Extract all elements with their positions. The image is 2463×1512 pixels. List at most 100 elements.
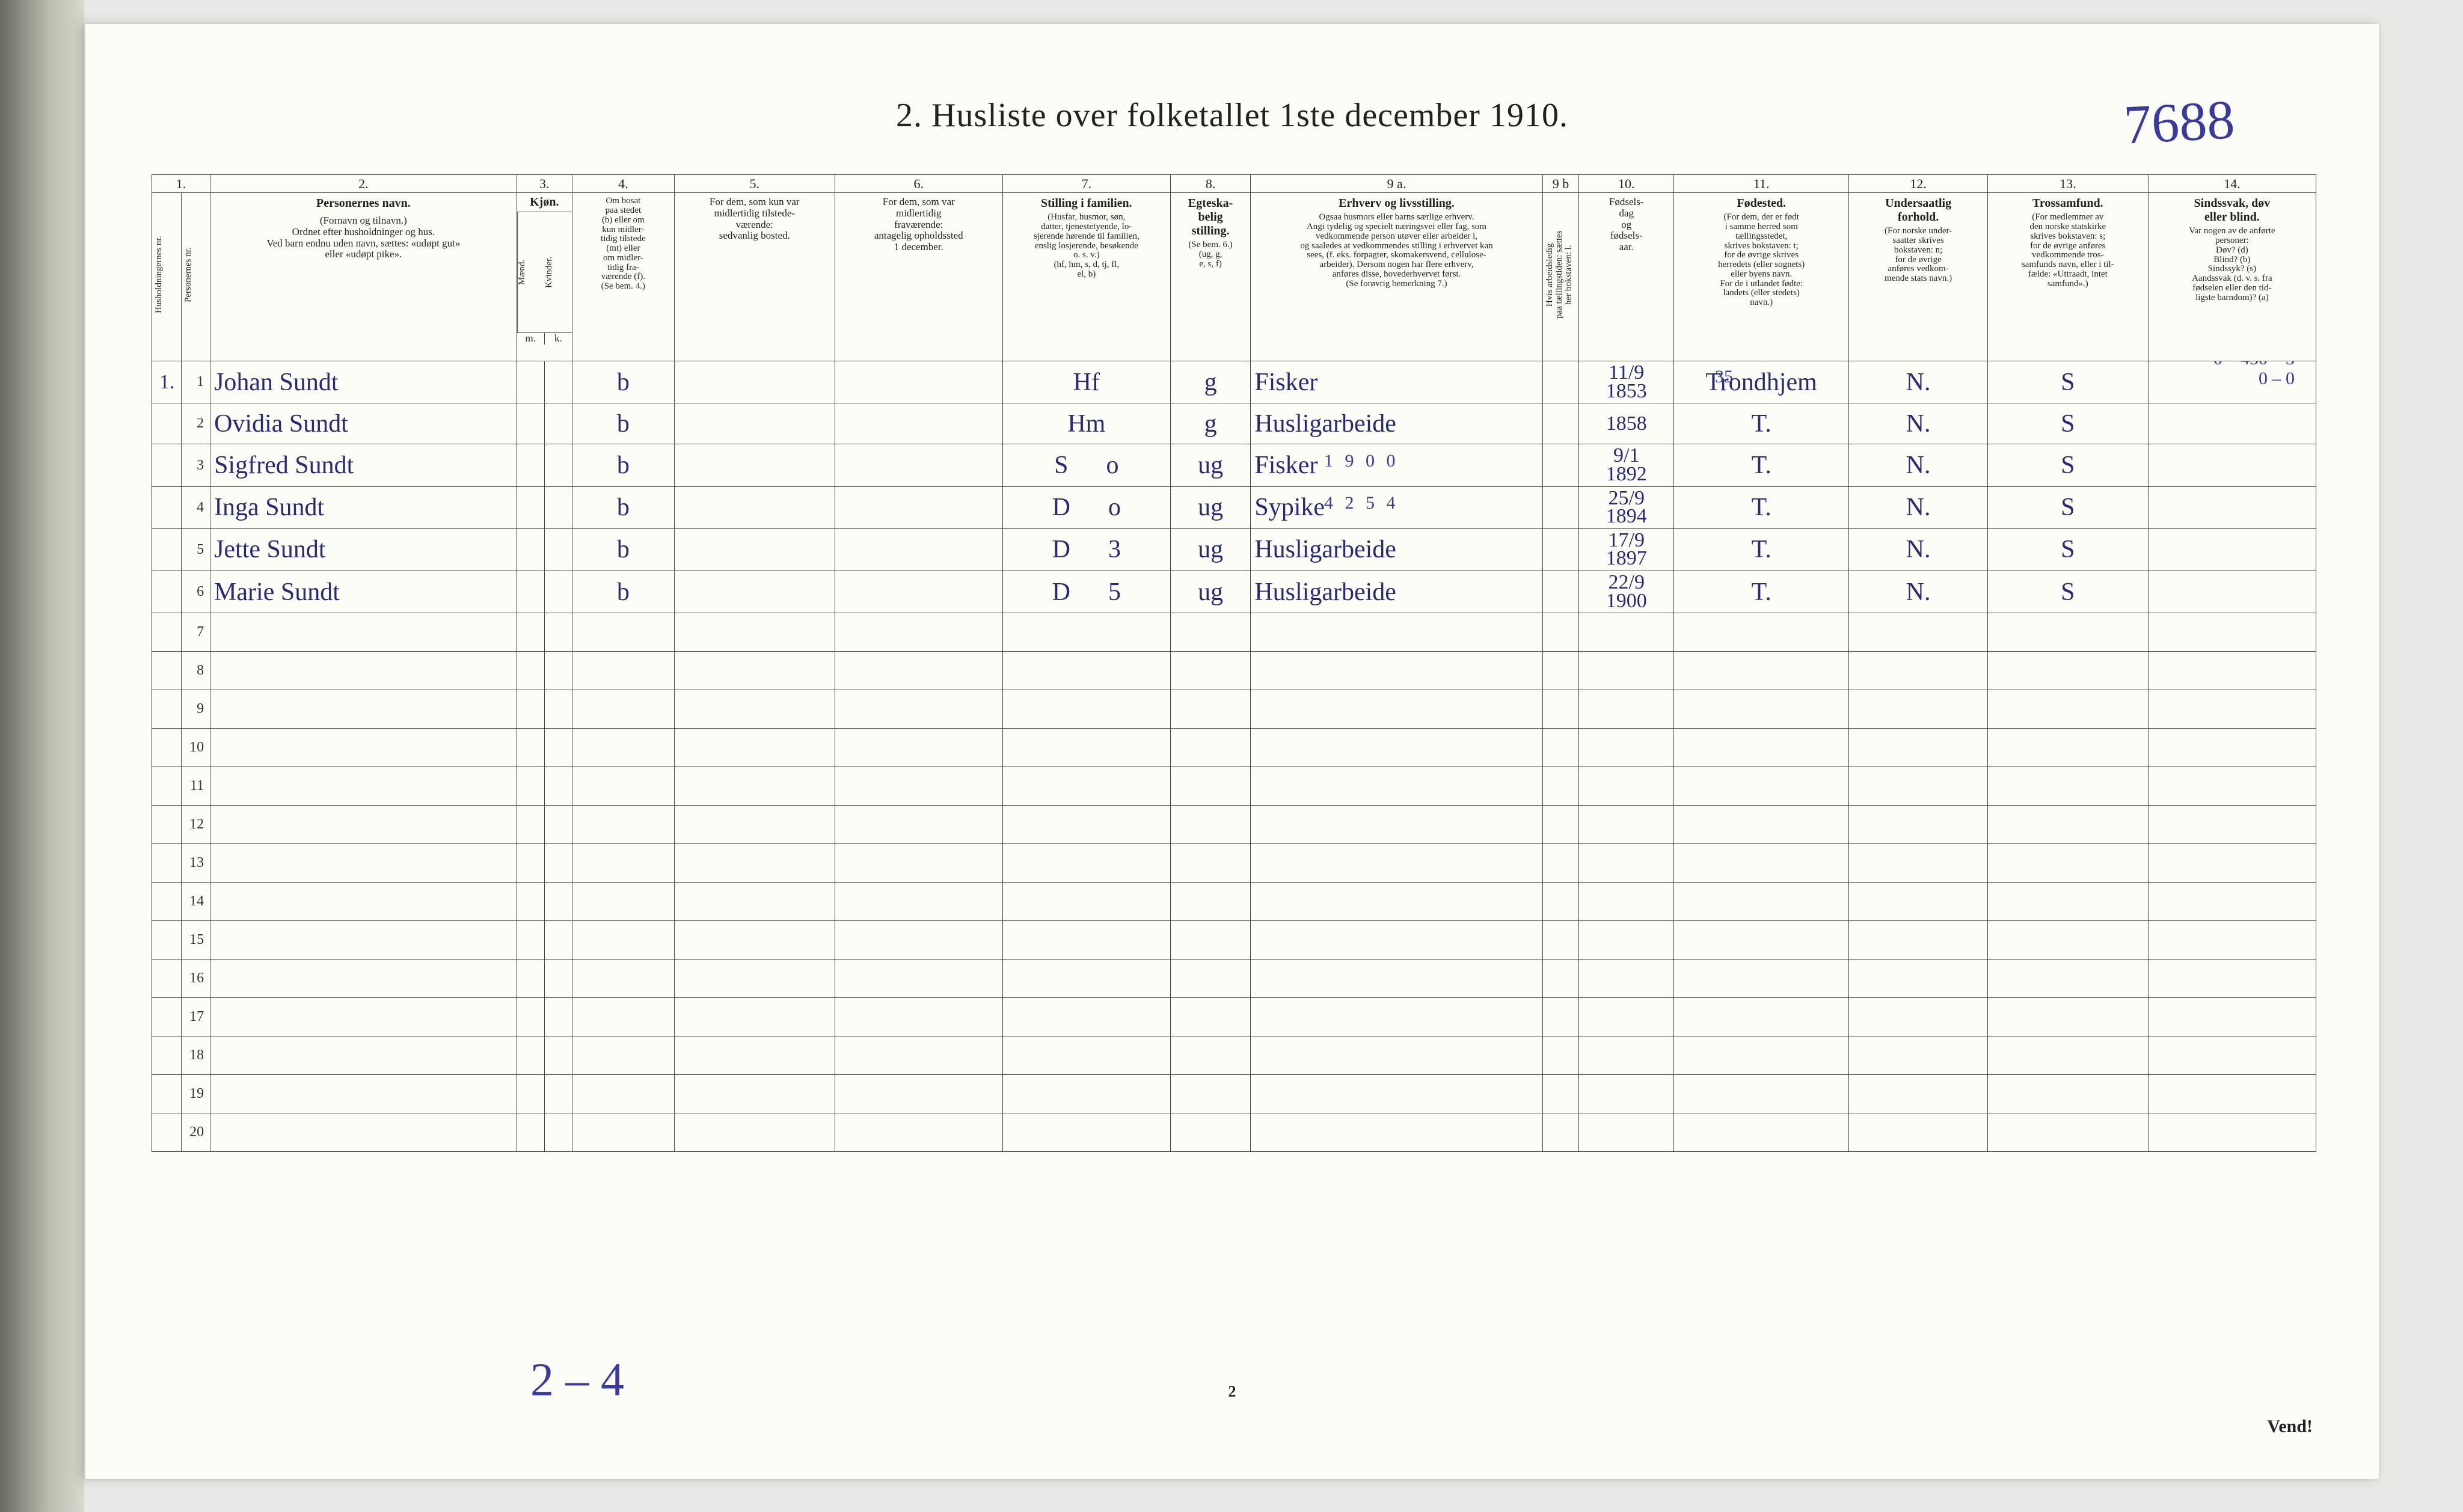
cell-kjon-m <box>517 729 544 767</box>
cell-kjon-m <box>517 998 544 1036</box>
cell-stilling: D 5 <box>1002 571 1170 613</box>
cell-sedvanlig-bosted <box>674 921 835 960</box>
cell-fodested <box>1674 883 1849 921</box>
cell-sindssvak <box>2148 729 2316 767</box>
cell-person-nr: 2 <box>181 403 210 444</box>
census-page: 2. Husliste over folketallet 1ste decemb… <box>84 24 2379 1479</box>
cell-erhverv <box>1251 844 1542 883</box>
cell-sedvanlig-bosted <box>674 403 835 444</box>
cell-kjon-m <box>517 844 544 883</box>
cell-person-nr: 12 <box>181 806 210 844</box>
cell-undersaatlig <box>1849 921 1988 960</box>
cell-egteskab: ug <box>1170 571 1250 613</box>
cell-hh-nr: 1. <box>152 361 182 403</box>
cell-fodested <box>1674 1036 1849 1075</box>
cell-bosat <box>572 998 674 1036</box>
cell-fodested: T. <box>1674 403 1849 444</box>
cell-person-nr: 4 <box>181 486 210 528</box>
cell-erhverv: Fisker <box>1251 361 1542 403</box>
cell-sindssvak <box>2148 444 2316 486</box>
cell-kjon-m <box>517 571 544 613</box>
cell-undersaatlig <box>1849 806 1988 844</box>
cell-sedvanlig-bosted <box>674 528 835 571</box>
cell-kjon-k <box>544 690 572 729</box>
cell-sedvanlig-bosted <box>674 571 835 613</box>
cell-name <box>210 844 517 883</box>
cell-arbeidsledig <box>1542 729 1579 767</box>
table-row: 8 <box>152 652 2316 690</box>
table-row: 1.1Johan SundtbHfgFisker11/9 1853Trondhj… <box>152 361 2316 403</box>
cell-sindssvak <box>2148 571 2316 613</box>
vend-label: Vend! <box>2267 1416 2313 1437</box>
cell-name: Sigfred Sundt <box>210 444 517 486</box>
cell-hh-nr <box>152 690 182 729</box>
cell-hh-nr <box>152 1075 182 1113</box>
cell-sedvanlig-bosted <box>674 652 835 690</box>
cell-name <box>210 960 517 998</box>
cell-undersaatlig <box>1849 652 1988 690</box>
cell-sedvanlig-bosted <box>674 883 835 921</box>
cell-kjon-k <box>544 998 572 1036</box>
cell-hh-nr <box>152 806 182 844</box>
cell-undersaatlig <box>1849 998 1988 1036</box>
header-trossamfund: Trossamfund. (For medlemmer av den norsk… <box>1987 193 2148 361</box>
cell-undersaatlig <box>1849 844 1988 883</box>
cell-erhverv: Husligarbeide <box>1251 403 1542 444</box>
cell-stilling: D 3 <box>1002 528 1170 571</box>
cell-trossamfund <box>1987 690 2148 729</box>
cell-kjon-k <box>544 361 572 403</box>
cell-fodested: Trondhjem <box>1674 361 1849 403</box>
cell-fodsel <box>1579 1036 1674 1075</box>
cell-arbeidsledig <box>1542 652 1579 690</box>
cell-fodsel <box>1579 767 1674 806</box>
cell-trossamfund <box>1987 729 2148 767</box>
table-row: 10 <box>152 729 2316 767</box>
cell-hh-nr <box>152 403 182 444</box>
cell-egteskab: g <box>1170 361 1250 403</box>
cell-kjon-k <box>544 806 572 844</box>
cell-trossamfund <box>1987 613 2148 652</box>
colnum: 5. <box>674 175 835 193</box>
cell-egteskab: ug <box>1170 486 1250 528</box>
cell-hh-nr <box>152 571 182 613</box>
cell-stilling <box>1002 960 1170 998</box>
cell-egteskab <box>1170 613 1250 652</box>
cell-fodested <box>1674 729 1849 767</box>
cell-person-nr: 15 <box>181 921 210 960</box>
cell-bosat <box>572 1075 674 1113</box>
cell-arbeidsledig <box>1542 883 1579 921</box>
header-husholdning-nr: Husholdningernes nr. <box>152 193 182 361</box>
cell-stilling <box>1002 729 1170 767</box>
cell-stilling <box>1002 1075 1170 1113</box>
cell-kjon-k <box>544 571 572 613</box>
cell-trossamfund <box>1987 844 2148 883</box>
cell-kjon-k <box>544 528 572 571</box>
cell-kjon-k <box>544 444 572 486</box>
cell-bosat: b <box>572 444 674 486</box>
red-overwrite-4254: 4 2 5 4 <box>1324 493 1399 513</box>
cell-egteskab: ug <box>1170 528 1250 571</box>
cell-fodsel <box>1579 806 1674 844</box>
header-bosat: Om bosat paa stedet (b) eller om kun mid… <box>572 193 674 361</box>
cell-hh-nr <box>152 767 182 806</box>
handwritten-bottom: 2 – 4 <box>530 1353 624 1407</box>
cell-trossamfund <box>1987 960 2148 998</box>
cell-kjon-m <box>517 767 544 806</box>
cell-name: Inga Sundt <box>210 486 517 528</box>
cell-name <box>210 767 517 806</box>
cell-sindssvak <box>2148 486 2316 528</box>
header-midl-tilstede: For dem, som kun var midlertidig tilsted… <box>674 193 835 361</box>
cell-person-nr: 8 <box>181 652 210 690</box>
cell-person-nr: 9 <box>181 690 210 729</box>
cell-bosat <box>572 767 674 806</box>
cell-sindssvak <box>2148 1113 2316 1152</box>
table-body: 1.1Johan SundtbHfgFisker11/9 1853Trondhj… <box>152 361 2316 1152</box>
cell-undersaatlig <box>1849 613 1988 652</box>
cell-undersaatlig <box>1849 767 1988 806</box>
cell-stilling <box>1002 690 1170 729</box>
cell-opholdssted <box>835 844 1002 883</box>
cell-person-nr: 18 <box>181 1036 210 1075</box>
table-row: 3Sigfred SundtbS ougFisker9/1 1892T.N.S <box>152 444 2316 486</box>
cell-opholdssted <box>835 652 1002 690</box>
cell-bosat: b <box>572 571 674 613</box>
